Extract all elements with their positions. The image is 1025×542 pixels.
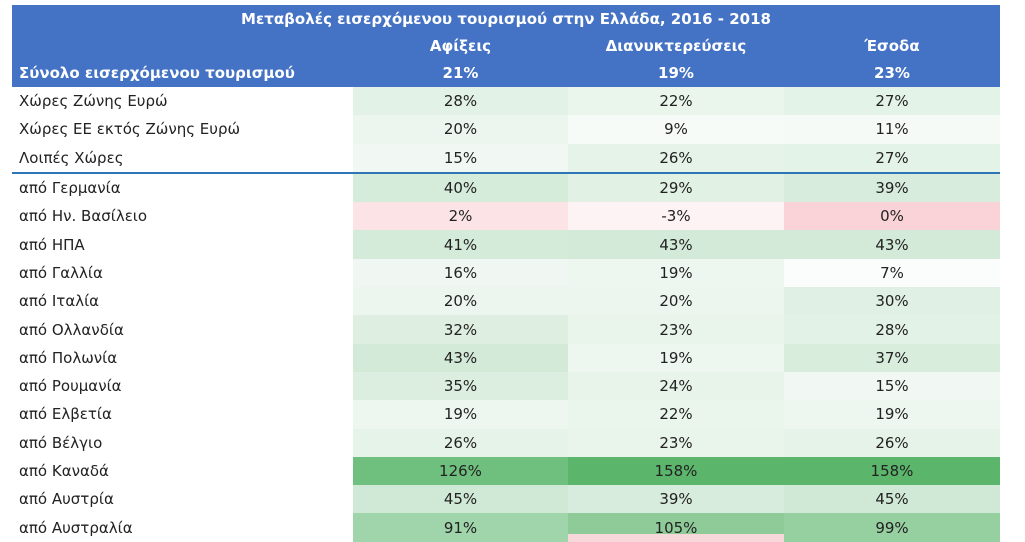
- table-row: από Ελβετία 19% 22% 19%: [12, 400, 1000, 429]
- revenue-cell: 158%: [784, 456, 1000, 486]
- overnights-cell: 158%: [568, 456, 784, 486]
- total-revenue: 23%: [874, 64, 910, 82]
- row-label: από Καναδά: [19, 462, 109, 480]
- table-row: από Γαλλία 16% 19% 7%: [12, 258, 1000, 288]
- overnights-cell: 26%: [568, 143, 784, 172]
- total-label: Σύνολο εισερχόμενου τουρισμού: [19, 64, 295, 82]
- arrivals-cell: 43%: [353, 343, 568, 372]
- overnights-cell: 19%: [568, 343, 784, 372]
- row-label: από Αυστραλία: [19, 518, 133, 537]
- arrivals-cell: 16%: [353, 258, 568, 288]
- next-row-fragment: [568, 534, 784, 542]
- header-revenue: Έσοδα: [864, 36, 920, 55]
- revenue-cell: 43%: [784, 230, 1000, 259]
- table-row: από Βέλγιο 26% 23% 26%: [12, 428, 1000, 457]
- arrivals-cell: 45%: [353, 485, 568, 514]
- table-row: Λοιπές Χώρες 15% 26% 27%: [12, 143, 1000, 174]
- table-body: Χώρες Ζώνης Ευρώ 28% 22% 27% Χώρες ΕΕ εκτός …: [12, 87, 1000, 542]
- tourism-table: Μεταβολές εισερχόμενου τουρισμού στην Ελ…: [12, 5, 1000, 542]
- overnights-cell: 20%: [568, 287, 784, 316]
- row-label: από ΗΠΑ: [19, 235, 85, 254]
- arrivals-cell: 2%: [353, 202, 568, 231]
- total-overnights: 19%: [658, 64, 694, 82]
- revenue-cell: 27%: [784, 87, 1000, 116]
- row-label: από Αυστρία: [19, 490, 114, 509]
- table-row: Χώρες Ζώνης Ευρώ 28% 22% 27%: [12, 87, 1000, 116]
- total-arrivals: 21%: [442, 64, 479, 82]
- table-row: Χώρες ΕΕ εκτός Ζώνης Ευρώ 20% 9% 11%: [12, 115, 1000, 144]
- table-row: από Γερμανία 40% 29% 39%: [12, 173, 1000, 203]
- arrivals-cell: 15%: [353, 143, 568, 172]
- overnights-cell: 9%: [568, 115, 784, 144]
- header-row: Αφίξεις Διανυκτερεύσεις Έσοδα: [12, 32, 1000, 59]
- row-label: από Πολωνία: [19, 348, 118, 367]
- row-label: από Ολλανδία: [19, 320, 124, 339]
- arrivals-cell: 32%: [353, 315, 568, 344]
- overnights-cell: 22%: [568, 87, 784, 116]
- row-label: από Γερμανία: [19, 179, 121, 198]
- row-label: από Ελβετία: [19, 405, 112, 424]
- revenue-cell: 11%: [784, 115, 1000, 144]
- row-label: Χώρες ΕΕ εκτός Ζώνης Ευρώ: [19, 120, 241, 139]
- overnights-cell: 43%: [568, 230, 784, 259]
- revenue-cell: 15%: [784, 371, 1000, 401]
- table-row: από Ολλανδία 32% 23% 28%: [12, 315, 1000, 344]
- arrivals-cell: 91%: [353, 513, 568, 542]
- arrivals-cell: 126%: [353, 456, 568, 486]
- row-label: Χώρες Ζώνης Ευρώ: [19, 92, 168, 111]
- table-row: από Αυστρία 45% 39% 45%: [12, 485, 1000, 514]
- revenue-cell: 7%: [784, 258, 1000, 288]
- arrivals-cell: 20%: [353, 115, 568, 144]
- revenue-cell: 19%: [784, 400, 1000, 429]
- arrivals-cell: 40%: [353, 173, 568, 203]
- table-row: από Ιταλία 20% 20% 30%: [12, 287, 1000, 316]
- revenue-cell: 0%: [784, 202, 1000, 231]
- arrivals-cell: 41%: [353, 230, 568, 259]
- revenue-cell: 26%: [784, 428, 1000, 457]
- revenue-cell: 28%: [784, 315, 1000, 344]
- overnights-cell: 23%: [568, 428, 784, 457]
- table-row: από ΗΠΑ 41% 43% 43%: [12, 230, 1000, 259]
- revenue-cell: 45%: [784, 485, 1000, 514]
- revenue-cell: 27%: [784, 143, 1000, 172]
- table-row: από Ην. Βασίλειο 2% -3% 0%: [12, 202, 1000, 231]
- arrivals-cell: 20%: [353, 287, 568, 316]
- table-row: από Ρουμανία 35% 24% 15%: [12, 371, 1000, 401]
- row-label: από Βέλγιο: [19, 433, 103, 452]
- revenue-cell: 99%: [784, 513, 1000, 542]
- row-label: Λοιπές Χώρες: [19, 148, 124, 167]
- arrivals-cell: 35%: [353, 371, 568, 401]
- overnights-cell: 29%: [568, 173, 784, 203]
- overnights-cell: 24%: [568, 371, 784, 401]
- header-arrivals: Αφίξεις: [429, 36, 492, 55]
- table-title: Μεταβολές εισερχόμενου τουρισμού στην Ελ…: [12, 5, 1000, 32]
- revenue-cell: 37%: [784, 343, 1000, 372]
- table-row: από Καναδά 126% 158% 158%: [12, 456, 1000, 486]
- arrivals-cell: 28%: [353, 87, 568, 116]
- row-label: από Ρουμανία: [19, 377, 122, 396]
- arrivals-cell: 19%: [353, 400, 568, 429]
- table-row: από Πολωνία 43% 19% 37%: [12, 343, 1000, 372]
- overnights-cell: 22%: [568, 400, 784, 429]
- table-row: από Αυστραλία 91% 105% 99%: [12, 513, 1000, 542]
- arrivals-cell: 26%: [353, 428, 568, 457]
- revenue-cell: 39%: [784, 173, 1000, 203]
- overnights-cell: 23%: [568, 315, 784, 344]
- overnights-cell: 19%: [568, 258, 784, 288]
- overnights-cell: -3%: [568, 202, 784, 231]
- header-overnights: Διανυκτερεύσεις: [605, 36, 747, 55]
- row-label: από Ιταλία: [19, 292, 100, 311]
- overnights-cell: 39%: [568, 485, 784, 514]
- header-blank: [12, 32, 353, 59]
- revenue-cell: 30%: [784, 287, 1000, 316]
- row-label: από Ην. Βασίλειο: [19, 207, 148, 226]
- row-label: από Γαλλία: [19, 263, 103, 282]
- total-row: Σύνολο εισερχόμενου τουρισμού 21% 19% 23…: [12, 59, 1000, 87]
